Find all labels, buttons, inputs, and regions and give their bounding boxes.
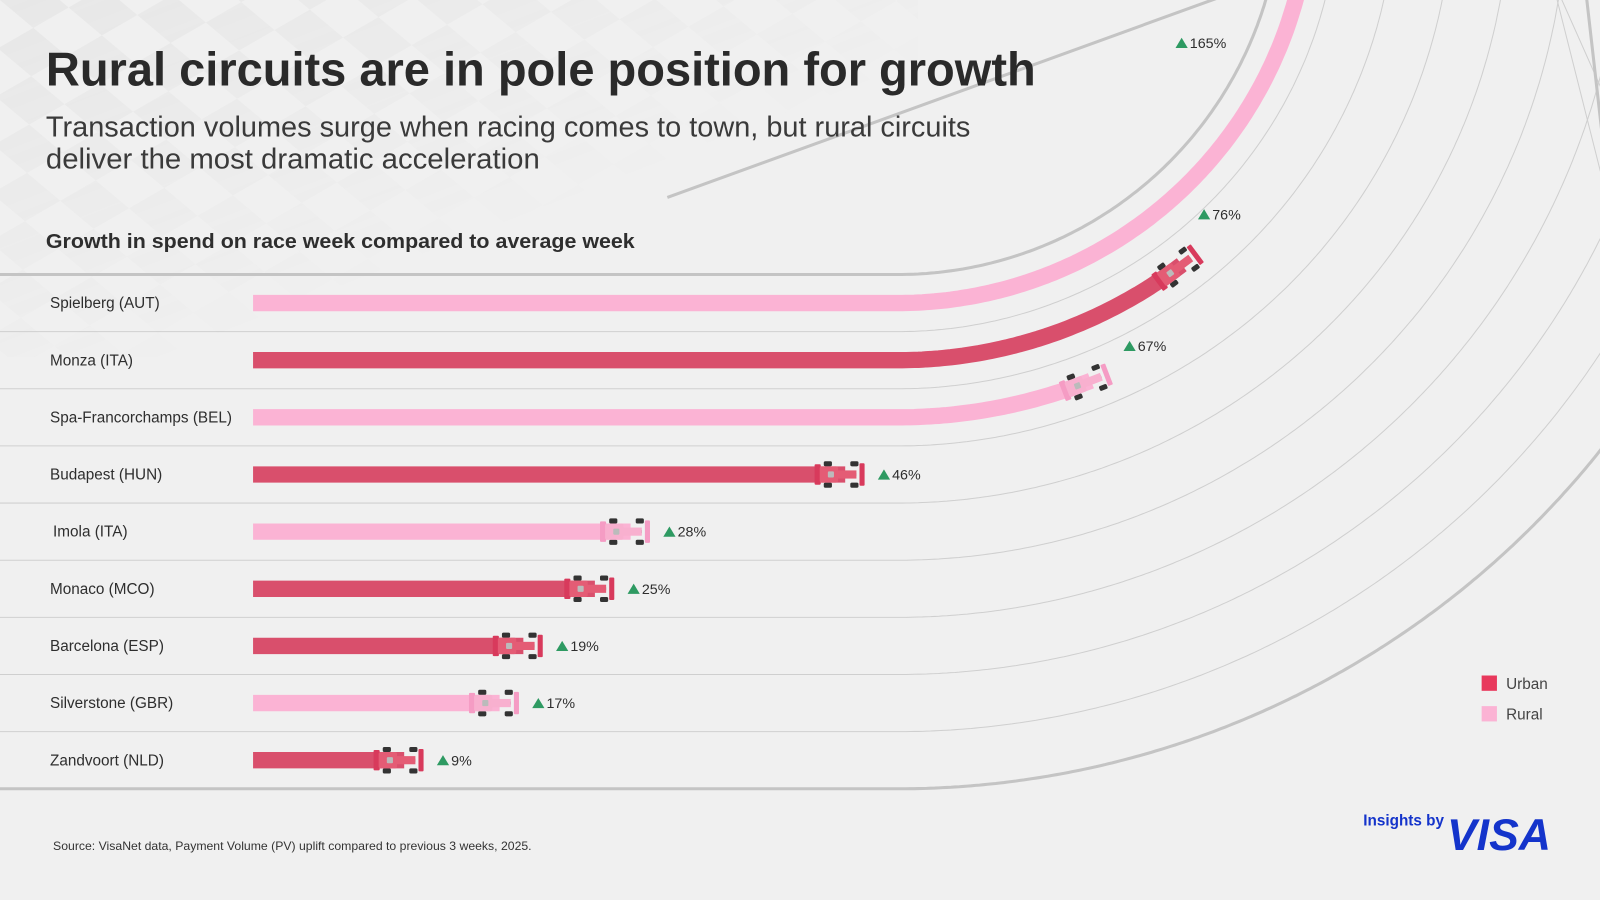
- race-car-icon: [468, 689, 519, 717]
- increase-triangle-icon: [663, 526, 676, 537]
- value-label: 46%: [892, 468, 921, 484]
- increase-triangle-icon: [436, 755, 450, 766]
- grid-line: [0, 0, 1559, 561]
- subtitle-line-1: Transaction volumes surge when racing co…: [46, 112, 970, 144]
- value-label: 9%: [451, 753, 472, 769]
- row-label: Zandvoort (NLD): [50, 752, 164, 769]
- value-label: 28%: [678, 525, 707, 541]
- legend: Urban Rural: [1481, 675, 1548, 723]
- grid-line: [0, 0, 1501, 504]
- subtitle-line-2: deliver the most dramatic acceleration: [46, 143, 540, 175]
- value-label: 76%: [1212, 207, 1241, 223]
- value-label: 67%: [1138, 339, 1167, 355]
- page-title: Rural circuits are in pole position for …: [46, 44, 1036, 96]
- race-car-icon: [600, 518, 650, 545]
- row-label: Barcelona (ESP): [50, 638, 164, 655]
- increase-triangle-icon: [1123, 340, 1136, 352]
- race-car-icon: [1151, 244, 1204, 291]
- row-label: Silverstone (GBR): [50, 695, 173, 712]
- chart-title: Growth in spend on race week compared to…: [46, 231, 635, 253]
- value-label: 25%: [642, 582, 671, 598]
- row-labels: Spielberg (AUT) Monza (ITA) Spa-Francorcha…: [50, 295, 232, 769]
- increase-triangle-icon: [1175, 37, 1188, 48]
- track-grid-lines: [0, 0, 1600, 791]
- race-car-icon: [564, 575, 615, 603]
- grid-line: [0, 0, 1385, 390]
- grid-line: [0, 75, 1600, 618]
- bar-rural: [253, 373, 1094, 426]
- row-label: Monaco (MCO): [50, 581, 155, 598]
- race-car-icon: [1058, 363, 1113, 401]
- grid-line: [0, 0, 1268, 277]
- grid-line: [0, 0, 1600, 733]
- grid-line: [0, 0, 1600, 791]
- legend-swatch-rural: [1481, 706, 1497, 722]
- increase-triangle-icon: [1197, 209, 1211, 220]
- race-car-icon: [373, 746, 424, 774]
- row-label: Imola (ITA): [53, 524, 128, 541]
- value-label: 19%: [570, 639, 599, 655]
- increase-triangle-icon: [627, 583, 640, 594]
- row-label: Budapest (HUN): [50, 467, 162, 484]
- legend-label-urban: Urban: [1506, 676, 1548, 693]
- increase-triangle-icon: [532, 697, 545, 709]
- grid-line: [0, 0, 1326, 333]
- bars: [253, 0, 1304, 769]
- value-label: 17%: [546, 696, 575, 712]
- value-labels: 165% 76% 67% 46% 28% 25% 19% 17% 9%: [436, 36, 1241, 769]
- race-car-icon: [492, 632, 543, 660]
- race-car-icon: [814, 461, 865, 488]
- row-label: Spa-Francorchamps (BEL): [50, 409, 232, 426]
- source-note: Source: VisaNet data, Payment Volume (PV…: [53, 839, 532, 853]
- increase-triangle-icon: [877, 469, 891, 480]
- row-label: Spielberg (AUT): [50, 295, 160, 312]
- brand-prefix: Insights by: [1363, 813, 1444, 830]
- value-label: 165%: [1190, 36, 1227, 52]
- bar-rural: [253, 0, 1304, 312]
- cars: [373, 244, 1204, 774]
- legend-swatch-urban: [1481, 675, 1497, 691]
- increase-triangle-icon: [556, 640, 569, 652]
- grid-line: [0, 0, 1443, 447]
- visa-logo: VISA: [1447, 809, 1551, 860]
- legend-label-rural: Rural: [1506, 706, 1543, 723]
- bar-urban: [253, 258, 1187, 369]
- grid-line: [0, 0, 1600, 675]
- row-label: Monza (ITA): [50, 352, 133, 369]
